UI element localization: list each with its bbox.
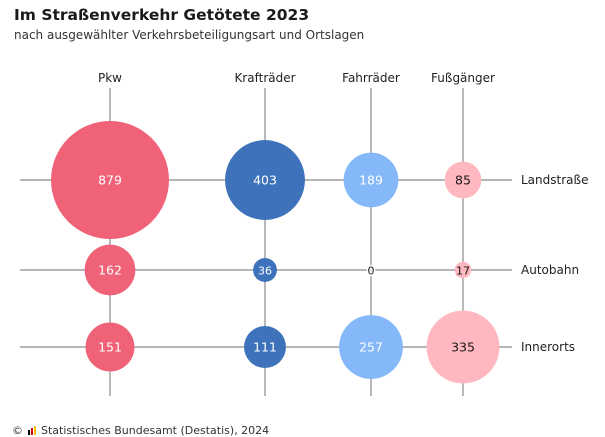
data-label: 36 [258,265,272,278]
bubble [426,310,500,384]
row-label: Landstraße [521,173,588,187]
bubble [253,258,277,282]
data-label: 111 [253,340,277,355]
data-label: 335 [451,340,475,355]
bubble [444,161,482,199]
copyright-icon: © [12,424,23,437]
bubble [85,322,135,372]
column-label: Krafträder [234,71,295,85]
bubble [454,261,472,279]
data-label: 257 [359,340,383,355]
bubble [343,152,399,208]
bubble [84,244,136,296]
row-label: Autobahn [521,263,579,277]
data-label: 85 [455,173,471,188]
bubble [51,121,169,239]
data-label: 151 [98,340,122,355]
data-label: 879 [98,173,122,188]
bubble [244,326,286,368]
data-label: 403 [253,173,277,188]
chart-subtitle: nach ausgewählter Verkehrsbeteiligungsar… [14,28,365,42]
column-label: Pkw [98,71,122,85]
row-label: Innerorts [521,340,575,354]
column-label: Fußgänger [431,71,495,85]
bubble [225,140,305,220]
source-text: Statistisches Bundesamt (Destatis), 2024 [41,424,270,437]
destatis-logo-icon [28,426,36,435]
column-label: Fahrräder [342,71,400,85]
data-label: 189 [359,173,383,188]
bubble-chart: Pkw Krafträder Fahrräder Fußgänger Landstraß… [20,71,588,396]
data-label: 17 [456,265,470,278]
bubble [339,315,403,379]
footer: © Statistisches Bundesamt (Destatis), 20… [12,424,269,437]
data-label: 162 [98,263,122,278]
chart-title: Im Straßenverkehr Getötete 2023 [14,6,310,24]
data-label: 0 [368,265,375,278]
